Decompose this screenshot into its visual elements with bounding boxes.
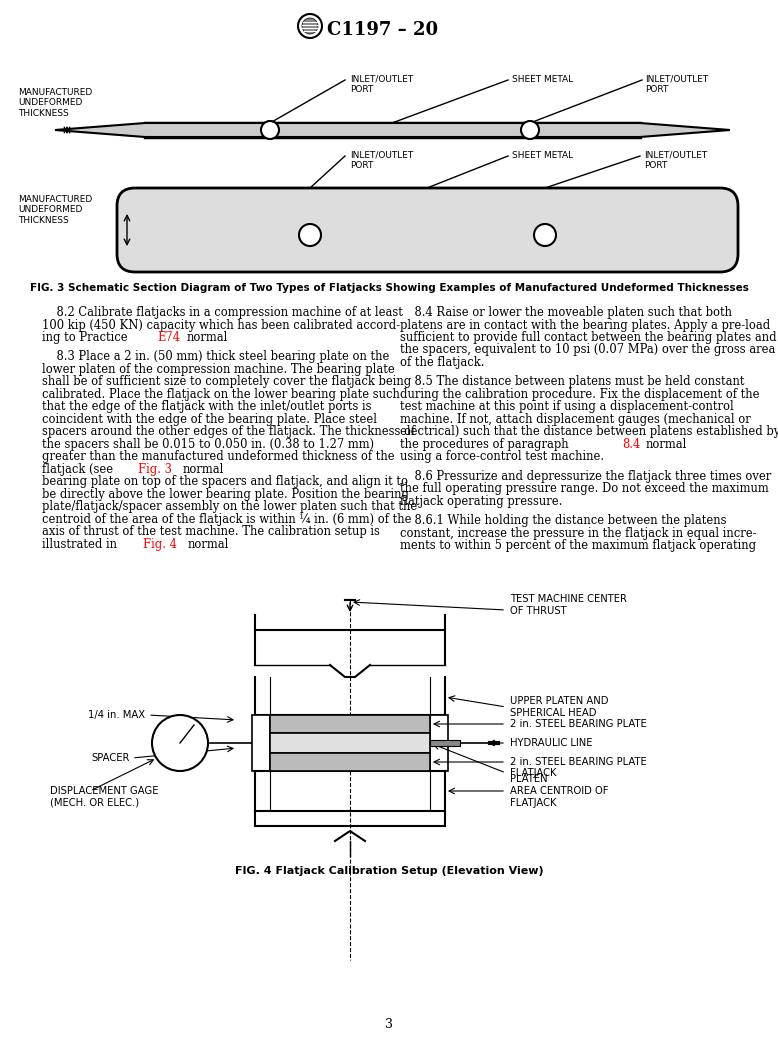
Text: during the calibration procedure. Fix the displacement of the: during the calibration procedure. Fix th… xyxy=(400,388,759,401)
Text: 8.4: 8.4 xyxy=(622,438,640,451)
Text: the full operating pressure range. Do not exceed the maximum: the full operating pressure range. Do no… xyxy=(400,482,769,496)
Text: normal: normal xyxy=(187,538,229,551)
Text: DISPLACEMENT GAGE
(MECH. OR ELEC.): DISPLACEMENT GAGE (MECH. OR ELEC.) xyxy=(50,786,159,808)
Text: electrical) such that the distance between platens established by: electrical) such that the distance betwe… xyxy=(400,426,778,438)
Text: of the flatjack.: of the flatjack. xyxy=(400,356,485,369)
Text: 1/4 in. MAX: 1/4 in. MAX xyxy=(88,710,145,720)
Text: flatjack (see: flatjack (see xyxy=(42,463,117,476)
Text: the procedures of paragraph: the procedures of paragraph xyxy=(400,438,573,451)
Text: 100 kip (450 KN) capacity which has been calibrated accord-: 100 kip (450 KN) capacity which has been… xyxy=(42,319,400,331)
Text: constant, increase the pressure in the flatjack in equal incre-: constant, increase the pressure in the f… xyxy=(400,527,756,539)
Text: centroid of the area of the flatjack is within ¼ in. (6 mm) of the: centroid of the area of the flatjack is … xyxy=(42,513,412,526)
Circle shape xyxy=(302,18,318,34)
Text: UPPER PLATEN AND
SPHERICAL HEAD: UPPER PLATEN AND SPHERICAL HEAD xyxy=(510,696,608,718)
Text: SPACER: SPACER xyxy=(92,753,130,763)
Text: flatjack operating pressure.: flatjack operating pressure. xyxy=(400,494,562,508)
Text: 8.3 Place a 2 in. (50 mm) thick steel bearing plate on the: 8.3 Place a 2 in. (50 mm) thick steel be… xyxy=(42,351,389,363)
Text: FIG. 4 Flatjack Calibration Setup (Elevation View): FIG. 4 Flatjack Calibration Setup (Eleva… xyxy=(235,866,543,875)
Text: INLET/OUTLET
PORT: INLET/OUTLET PORT xyxy=(645,75,708,95)
Text: 8.4 Raise or lower the moveable platen such that both: 8.4 Raise or lower the moveable platen s… xyxy=(400,306,732,319)
Circle shape xyxy=(261,121,279,139)
Text: lower platen of the compression machine. The bearing plate: lower platen of the compression machine.… xyxy=(42,363,394,376)
Text: spacers around the other edges of the flatjack. The thickness of: spacers around the other edges of the fl… xyxy=(42,426,415,438)
Text: illustrated in: illustrated in xyxy=(42,538,121,551)
Text: axis of thrust of the test machine. The calibration setup is: axis of thrust of the test machine. The … xyxy=(42,526,380,538)
Circle shape xyxy=(521,121,539,139)
Text: MANUFACTURED
UNDEFORMED
THICKNESS: MANUFACTURED UNDEFORMED THICKNESS xyxy=(18,195,93,225)
Text: the spacers, equivalent to 10 psi (0.07 MPa) over the gross area: the spacers, equivalent to 10 psi (0.07 … xyxy=(400,344,776,356)
Text: machine. If not, attach displacement gauges (mechanical or: machine. If not, attach displacement gau… xyxy=(400,413,751,426)
Text: INLET/OUTLET
PORT: INLET/OUTLET PORT xyxy=(644,151,707,171)
Text: PLATEN
AREA CENTROID OF
FLATJACK: PLATEN AREA CENTROID OF FLATJACK xyxy=(510,775,608,808)
Text: the spacers shall be 0.015 to 0.050 in. (0.38 to 1.27 mm): the spacers shall be 0.015 to 0.050 in. … xyxy=(42,438,374,451)
Text: be directly above the lower bearing plate. Position the bearing: be directly above the lower bearing plat… xyxy=(42,488,409,501)
Text: coincident with the edge of the bearing plate. Place steel: coincident with the edge of the bearing … xyxy=(42,413,377,426)
Bar xyxy=(270,733,430,753)
Text: ing to Practice: ing to Practice xyxy=(42,331,131,344)
Text: 2 in. STEEL BEARING PLATE: 2 in. STEEL BEARING PLATE xyxy=(510,719,647,729)
Text: platens are in contact with the bearing plates. Apply a pre-load: platens are in contact with the bearing … xyxy=(400,319,770,331)
Bar xyxy=(252,715,270,771)
Bar xyxy=(270,715,430,733)
Text: calibrated. Place the flatjack on the lower bearing plate such: calibrated. Place the flatjack on the lo… xyxy=(42,388,400,401)
Text: INLET/OUTLET
PORT: INLET/OUTLET PORT xyxy=(350,75,413,95)
Text: HYDRAULIC LINE: HYDRAULIC LINE xyxy=(510,738,593,748)
Text: using a force-control test machine.: using a force-control test machine. xyxy=(400,451,605,463)
Text: normal: normal xyxy=(646,438,687,451)
Text: normal: normal xyxy=(187,331,228,344)
Text: 8.2 Calibrate flatjacks in a compression machine of at least: 8.2 Calibrate flatjacks in a compression… xyxy=(42,306,403,319)
Text: that the edge of the flatjack with the inlet/outlet ports is: that the edge of the flatjack with the i… xyxy=(42,401,372,413)
Text: 8.5 The distance between platens must be held constant: 8.5 The distance between platens must be… xyxy=(400,376,745,388)
Bar xyxy=(430,715,448,771)
Text: E74: E74 xyxy=(157,331,180,344)
Text: ments to within 5 percent of the maximum flatjack operating: ments to within 5 percent of the maximum… xyxy=(400,539,756,552)
Text: C1197 – 20: C1197 – 20 xyxy=(327,21,438,39)
Bar xyxy=(430,740,460,746)
Text: Fig. 3: Fig. 3 xyxy=(138,463,172,476)
Text: test machine at this point if using a displacement-control: test machine at this point if using a di… xyxy=(400,401,734,413)
Text: 3: 3 xyxy=(385,1018,393,1032)
Text: greater than the manufactured undeformed thickness of the: greater than the manufactured undeformed… xyxy=(42,451,394,463)
Text: TEST MACHINE CENTER
OF THRUST: TEST MACHINE CENTER OF THRUST xyxy=(510,594,627,616)
Text: Fig. 4: Fig. 4 xyxy=(143,538,177,551)
Text: normal: normal xyxy=(182,463,223,476)
Text: 8.6 Pressurize and depressurize the flatjack three times over: 8.6 Pressurize and depressurize the flat… xyxy=(400,469,771,483)
Text: shall be of sufficient size to completely cover the flatjack being: shall be of sufficient size to completel… xyxy=(42,376,412,388)
Text: SHEET METAL: SHEET METAL xyxy=(512,75,573,84)
Text: bearing plate on top of the spacers and flatjack, and align it to: bearing plate on top of the spacers and … xyxy=(42,476,408,488)
Text: SHEET METAL: SHEET METAL xyxy=(512,151,573,160)
Bar xyxy=(270,753,430,771)
Text: sufficient to provide full contact between the bearing plates and: sufficient to provide full contact betwe… xyxy=(400,331,776,344)
Text: MANUFACTURED
UNDEFORMED
THICKNESS: MANUFACTURED UNDEFORMED THICKNESS xyxy=(18,88,93,118)
Text: INLET/OUTLET
PORT: INLET/OUTLET PORT xyxy=(350,151,413,171)
Text: 2 in. STEEL BEARING PLATE: 2 in. STEEL BEARING PLATE xyxy=(510,757,647,767)
Circle shape xyxy=(152,715,208,771)
Circle shape xyxy=(534,224,556,246)
Polygon shape xyxy=(55,123,730,137)
Text: FLATJACK: FLATJACK xyxy=(510,768,556,778)
FancyBboxPatch shape xyxy=(117,188,738,272)
Circle shape xyxy=(299,224,321,246)
Text: 8.6.1 While holding the distance between the platens: 8.6.1 While holding the distance between… xyxy=(400,514,727,527)
Text: FIG. 3 Schematic Section Diagram of Two Types of Flatjacks Showing Examples of M: FIG. 3 Schematic Section Diagram of Two … xyxy=(30,283,748,293)
Text: plate/flatjack/spacer assembly on the lower platen such that the: plate/flatjack/spacer assembly on the lo… xyxy=(42,501,417,513)
